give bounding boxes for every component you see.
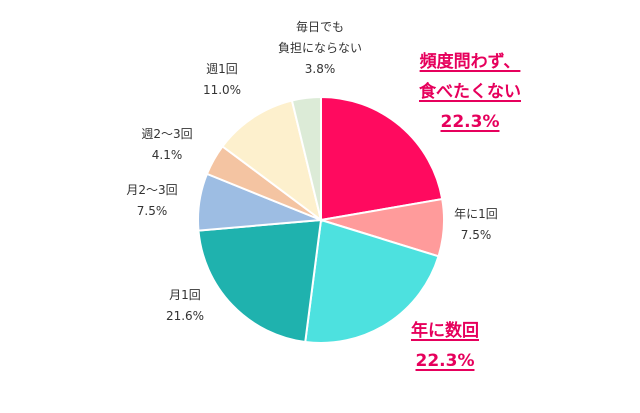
pie-slice-monthly-once <box>197 218 323 344</box>
slice-label-every-day-line2: 負担にならない <box>277 41 362 55</box>
slice-label-monthly-2-3-text: 月2〜3回 <box>126 183 178 197</box>
slice-value-weekly-once: 11.0% <box>202 83 242 97</box>
slice-label-yearly-several: 年に数回 22.3% <box>390 316 500 376</box>
pie-slice-every-day <box>290 95 322 221</box>
pie-slice-no-eat <box>320 95 444 222</box>
slice-value-weekly-2-3: 4.1% <box>151 148 183 162</box>
slice-label-weekly-once-text: 週1回 <box>206 62 238 76</box>
slice-label-monthly-once: 月1回 21.6% <box>150 285 220 327</box>
slice-label-weekly-once: 週1回 11.0% <box>190 59 254 101</box>
slice-label-no-eat-line1: 頻度問わず、 <box>419 52 521 72</box>
slice-label-every-day: 毎日でも 負担にならない 3.8% <box>255 17 385 80</box>
slice-value-monthly-once: 21.6% <box>165 309 205 323</box>
slice-label-every-day-line1: 毎日でも <box>295 20 344 34</box>
slice-label-no-eat: 頻度問わず、 食べたくない 22.3% <box>375 47 565 137</box>
slice-value-yearly-once: 7.5% <box>460 228 492 242</box>
slice-label-yearly-several-text: 年に数回 <box>411 321 479 341</box>
slice-label-weekly-2-3-text: 週2〜3回 <box>141 127 193 141</box>
pie-slice-yearly-several <box>304 218 440 344</box>
slice-value-yearly-several: 22.3% <box>415 351 475 371</box>
slice-value-no-eat: 22.3% <box>440 112 500 132</box>
slice-label-weekly-2-3: 週2〜3回 4.1% <box>127 124 207 166</box>
slice-label-monthly-2-3: 月2〜3回 7.5% <box>112 180 192 222</box>
slice-value-monthly-2-3: 7.5% <box>136 204 168 218</box>
slice-label-yearly-once-text: 年に1回 <box>454 207 498 221</box>
slice-label-monthly-once-text: 月1回 <box>169 288 201 302</box>
pie-slices <box>197 95 445 344</box>
pie-slice-weekly-once <box>221 99 323 223</box>
slice-label-no-eat-line2: 食べたくない <box>419 82 521 102</box>
slice-label-yearly-once: 年に1回 7.5% <box>445 204 507 246</box>
slice-value-every-day: 3.8% <box>304 62 336 76</box>
